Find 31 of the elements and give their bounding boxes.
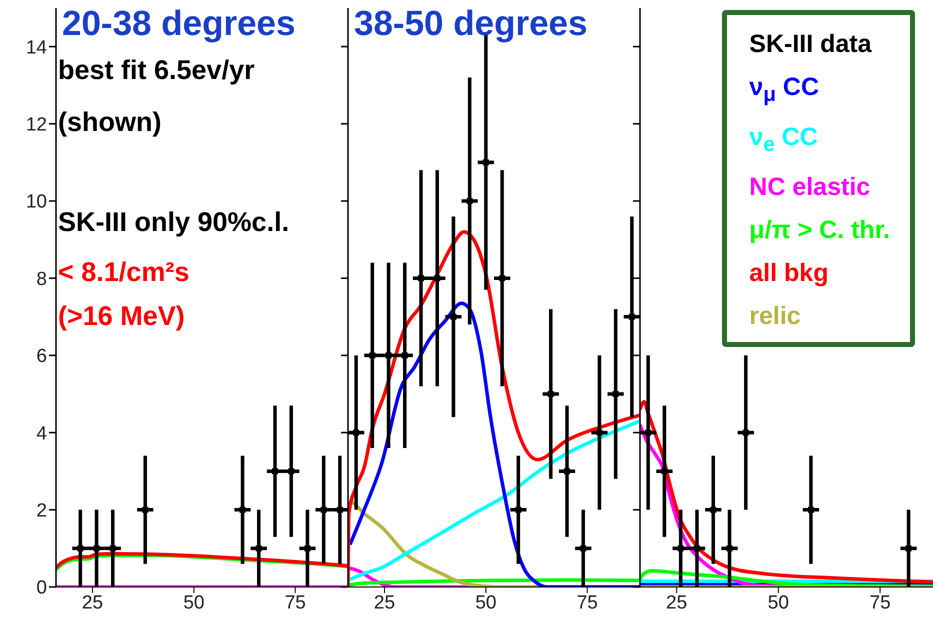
annotation: best fit 6.5ev/yr bbox=[58, 54, 255, 87]
x-tick-label: 50 bbox=[183, 592, 204, 614]
y-tick-label: 4 bbox=[36, 423, 48, 444]
y-tick-label: 6 bbox=[36, 346, 47, 368]
y-tick-label: 8 bbox=[36, 268, 47, 290]
x-tick-label: 50 bbox=[475, 592, 496, 614]
x-tick-label: 25 bbox=[374, 592, 396, 614]
y-tick-label: 0 bbox=[36, 578, 47, 599]
annotation: (shown) bbox=[58, 106, 162, 139]
text: μ/π > C. thr. bbox=[749, 215, 890, 246]
text: all bkg bbox=[749, 258, 830, 289]
text: ν$_{e}$ CC bbox=[749, 122, 819, 158]
y-tick-label: 12 bbox=[26, 114, 47, 136]
x-tick-label: 75 bbox=[284, 592, 306, 614]
x-tick-label: 75 bbox=[576, 592, 598, 614]
text: ν$_{μ}$ CC bbox=[749, 72, 820, 108]
x-tick-label: 75 bbox=[870, 592, 891, 614]
y-tick-label: 14 bbox=[26, 37, 48, 58]
x-tick-label: 25 bbox=[666, 592, 688, 614]
chart-title: 38-50 degrees bbox=[354, 3, 588, 45]
y-tick-label: 10 bbox=[26, 192, 47, 213]
text: NC elastic bbox=[749, 172, 872, 203]
annotation: (>16 MeV) bbox=[58, 300, 185, 333]
annotation: SK-III only 90%c.l. bbox=[58, 206, 290, 239]
chart-title: 20-38 degrees bbox=[62, 3, 296, 45]
x-tick-label: 25 bbox=[82, 592, 104, 614]
annotation: < 8.1/cm²s bbox=[58, 256, 190, 289]
x-tick-label: 50 bbox=[768, 592, 789, 614]
text: SK-III data bbox=[749, 29, 873, 60]
text: relic bbox=[749, 301, 802, 332]
y-tick-label: 2 bbox=[36, 500, 47, 522]
